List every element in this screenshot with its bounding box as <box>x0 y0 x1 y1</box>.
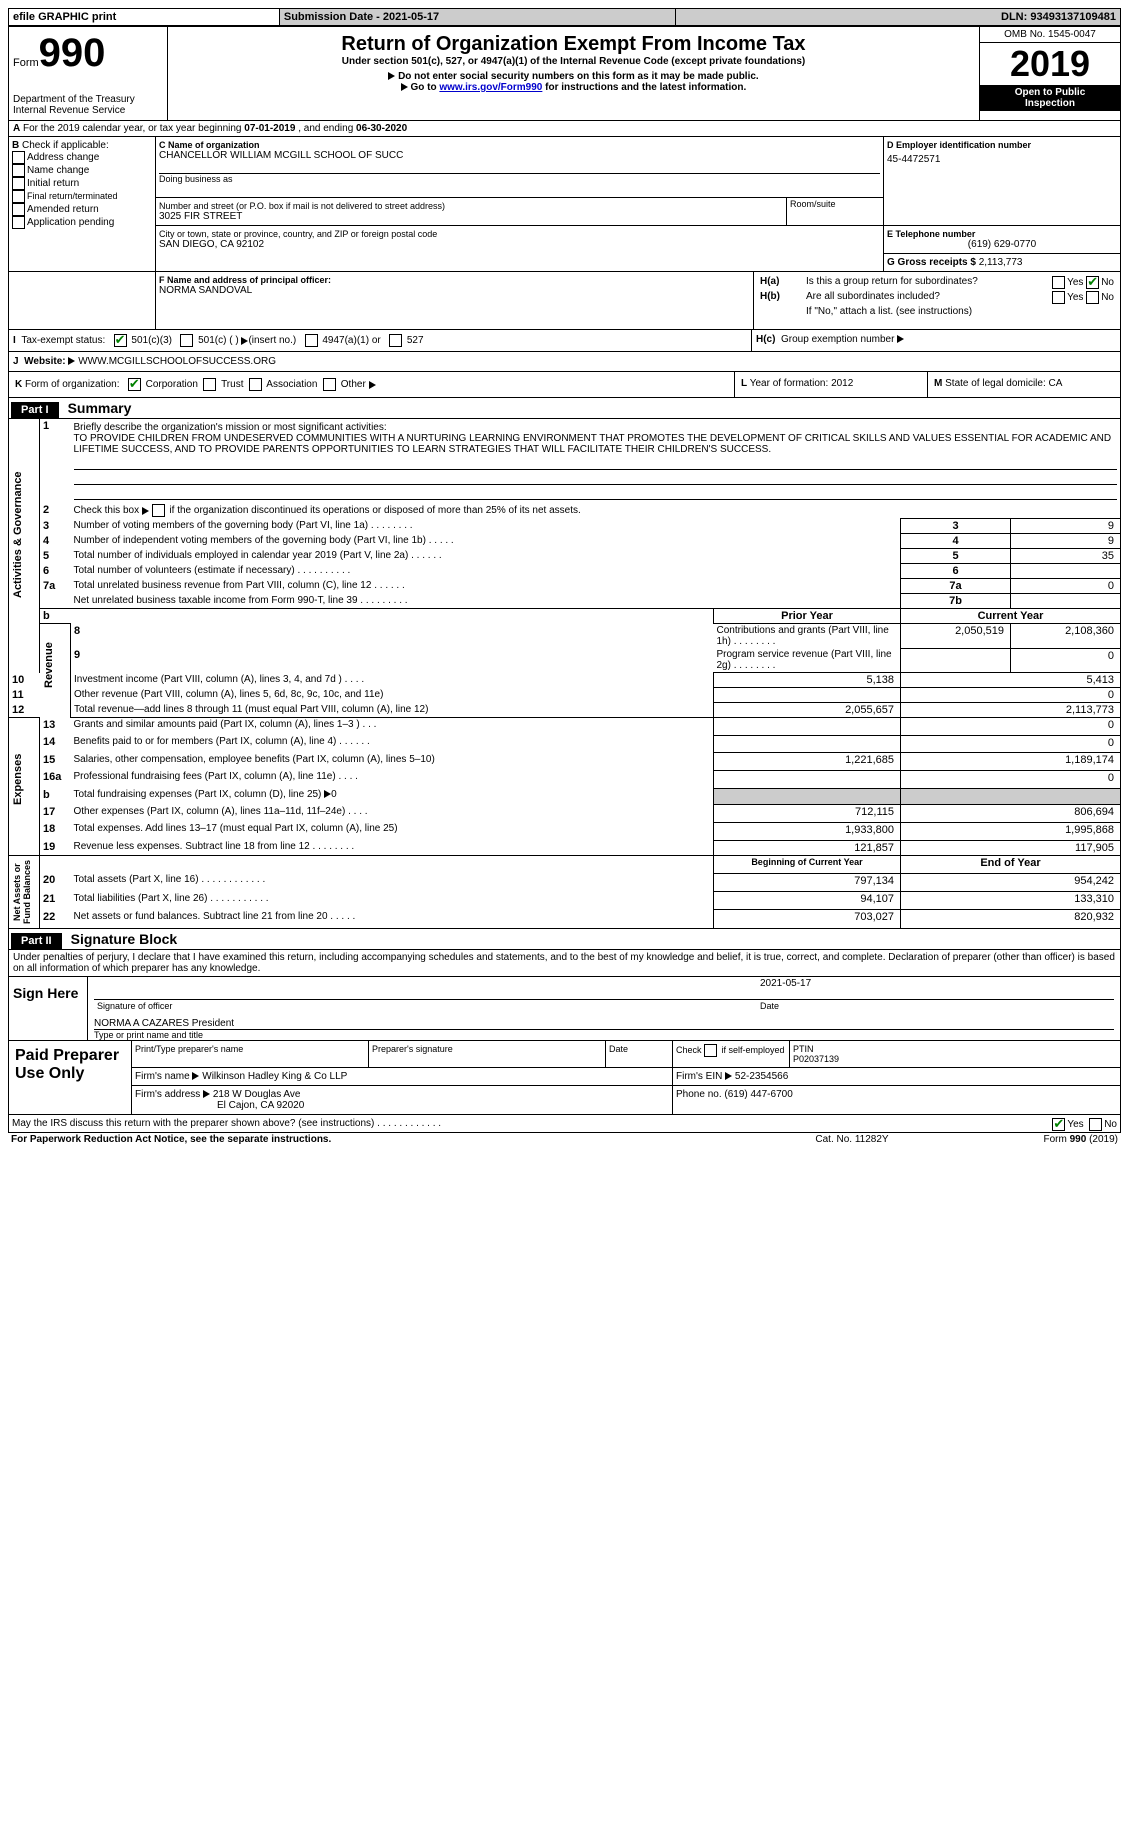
street: 3025 FIR STREET <box>159 211 783 222</box>
hb-yes-checkbox[interactable] <box>1052 291 1065 304</box>
self-emp-checkbox[interactable] <box>704 1044 717 1057</box>
website: WWW.MCGILLSCHOOLOFSUCCESS.ORG <box>78 356 276 367</box>
discuss-yes-checkbox[interactable] <box>1052 1118 1065 1131</box>
klm-block: K Form of organization: Corporation Trus… <box>8 371 1121 398</box>
revenue-heading: Revenue <box>43 625 55 705</box>
submission-date: Submission Date - 2021-05-17 <box>279 9 675 26</box>
officer-label: F Name and address of principal officer: <box>159 275 750 285</box>
gross-receipts: 2,113,773 <box>979 257 1023 268</box>
org-name-label: C Name of organization <box>159 140 880 150</box>
501c3-checkbox[interactable] <box>114 334 127 347</box>
addr-change-checkbox[interactable] <box>12 151 25 164</box>
part2-header: Part II Signature Block <box>8 929 1121 949</box>
arrow-icon <box>369 381 376 389</box>
app-pending-checkbox[interactable] <box>12 216 25 229</box>
part1-header: Part I Summary <box>8 398 1121 419</box>
arrow-icon <box>203 1090 210 1098</box>
paid-preparer-label: Paid Preparer Use Only <box>9 1041 132 1115</box>
corp-checkbox[interactable] <box>128 378 141 391</box>
omb: OMB No. 1545-0047 <box>980 27 1120 43</box>
form-subtitle: Under section 501(c), 527, or 4947(a)(1)… <box>174 56 973 67</box>
ha-yes-checkbox[interactable] <box>1052 276 1065 289</box>
officer-name-title: NORMA A CAZARES President <box>94 1012 1114 1030</box>
4947-checkbox[interactable] <box>305 334 318 347</box>
officer-block: F Name and address of principal officer:… <box>8 272 1121 330</box>
sign-here-label: Sign Here <box>9 976 88 1040</box>
entity-block: B Check if applicable: Address change Na… <box>8 137 1121 272</box>
summary-table: Activities & Governance 1 Briefly descri… <box>8 419 1121 929</box>
other-checkbox[interactable] <box>323 378 336 391</box>
street-label: Number and street (or P.O. box if mail i… <box>159 201 783 211</box>
city: SAN DIEGO, CA 92102 <box>159 239 880 250</box>
expenses-heading: Expenses <box>12 719 24 839</box>
note1: Do not enter social security numbers on … <box>398 71 759 82</box>
form-header: Form990 Department of the Treasury Inter… <box>8 26 1121 121</box>
paid-preparer-block: Paid Preparer Use Only Print/Type prepar… <box>8 1041 1121 1115</box>
org-name: CHANCELLOR WILLIAM MCGILL SCHOOL OF SUCC <box>159 150 880 161</box>
line-a: A For the 2019 calendar year, or tax yea… <box>8 121 1121 137</box>
ha-no-checkbox[interactable] <box>1086 276 1099 289</box>
phone-label: E Telephone number <box>887 229 1117 239</box>
officer-name: NORMA SANDOVAL <box>159 285 750 296</box>
arrow-icon <box>725 1072 732 1080</box>
activities-heading: Activities & Governance <box>12 420 24 650</box>
form-word: Form <box>13 57 39 69</box>
efile-label: efile GRAPHIC print <box>9 9 280 26</box>
initial-checkbox[interactable] <box>12 177 25 190</box>
firm-name: Wilkinson Hadley King & Co LLP <box>202 1071 347 1082</box>
arrow-icon <box>142 507 149 515</box>
city-label: City or town, state or province, country… <box>159 229 880 239</box>
form-number: 990 <box>39 31 106 75</box>
discuss-line: May the IRS discuss this return with the… <box>8 1115 1121 1133</box>
arrow-icon <box>401 83 408 91</box>
form-title: Return of Organization Exempt From Incom… <box>174 33 973 56</box>
open-public: Open to Public Inspection <box>980 85 1120 111</box>
assoc-checkbox[interactable] <box>249 378 262 391</box>
tax-year: 2019 <box>980 43 1120 85</box>
discuss-no-checkbox[interactable] <box>1089 1118 1102 1131</box>
irs-link[interactable]: www.irs.gov/Form990 <box>439 82 542 93</box>
ein-label: D Employer identification number <box>887 140 1117 150</box>
v3: 9 <box>1011 519 1121 534</box>
501c-checkbox[interactable] <box>180 334 193 347</box>
status-block: I Tax-exempt status: 501(c)(3) 501(c) ( … <box>8 330 1121 371</box>
arrow-icon <box>388 72 395 80</box>
top-bar: efile GRAPHIC print Submission Date - 20… <box>8 8 1121 26</box>
sign-here-block: Sign Here 2021-05-17 Signature of office… <box>8 976 1121 1041</box>
final-checkbox[interactable] <box>12 190 25 203</box>
arrow-icon <box>68 357 75 365</box>
room-label: Room/suite <box>787 198 884 226</box>
amended-checkbox[interactable] <box>12 203 25 216</box>
dba-label: Doing business as <box>159 173 880 184</box>
arrow-icon <box>897 335 904 343</box>
page-footer: For Paperwork Reduction Act Notice, see … <box>8 1133 1121 1146</box>
dept-treasury: Department of the Treasury Internal Reve… <box>13 94 163 116</box>
trust-checkbox[interactable] <box>203 378 216 391</box>
ein: 45-4472571 <box>887 154 1117 165</box>
name-change-checkbox[interactable] <box>12 164 25 177</box>
527-checkbox[interactable] <box>389 334 402 347</box>
mission-text: TO PROVIDE CHILDREN FROM UNDESERVED COMM… <box>74 433 1112 455</box>
hb-no-checkbox[interactable] <box>1086 291 1099 304</box>
phone: (619) 629-0770 <box>887 239 1117 250</box>
perjury-text: Under penalties of perjury, I declare th… <box>8 949 1121 976</box>
netassets-heading: Net Assets or Fund Balances <box>12 857 32 927</box>
arrow-icon <box>192 1072 199 1080</box>
dln: DLN: 93493137109481 <box>676 9 1121 26</box>
discontinued-checkbox[interactable] <box>152 504 165 517</box>
